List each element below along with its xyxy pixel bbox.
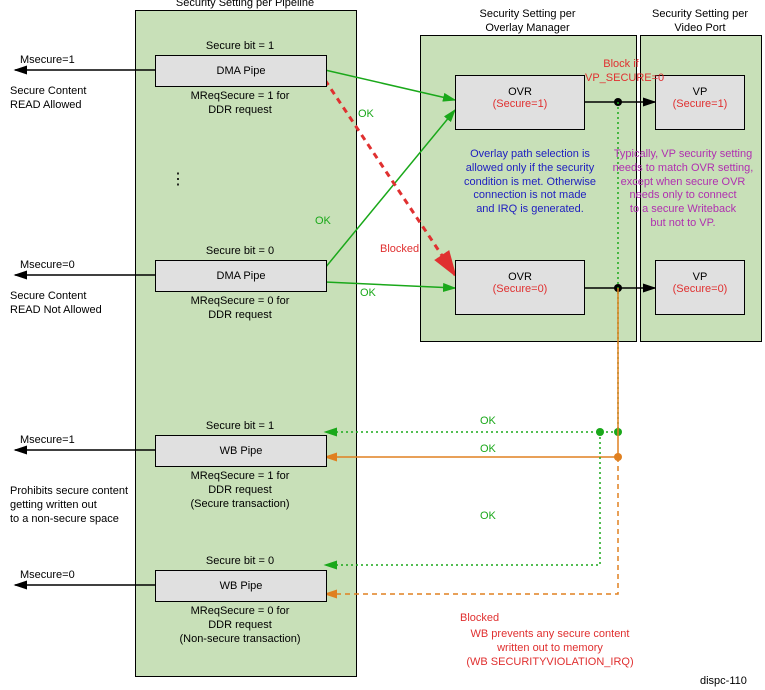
ovr-secure1: OVR (Secure=1) xyxy=(455,75,585,130)
wb-pipe-0-footer: MReqSecure = 0 for DDR request (Non-secu… xyxy=(155,605,325,646)
msecure0-dma: Msecure=0 xyxy=(20,259,75,273)
ok-wb-1: OK xyxy=(480,415,496,429)
overlay-note: Overlay path selection is allowed only i… xyxy=(435,148,625,217)
block-if-label: Block if VP_SECURE=0 xyxy=(585,58,657,86)
blocked-label-2: Blocked xyxy=(460,612,499,626)
region-videoport-title: Security Setting per Video Port xyxy=(620,8,765,36)
wb-pipe-1-footer: MReqSecure = 1 for DDR request (Secure t… xyxy=(155,470,325,511)
vp-note: Typically, VP security setting needs to … xyxy=(603,148,763,231)
vp-secure0-sub: (Secure=0) xyxy=(673,283,728,295)
dma-pipe-0-label: DMA Pipe xyxy=(217,270,266,282)
region-pipeline-title: Security Setting per Pipeline xyxy=(135,0,355,11)
vp-secure0-label: VP xyxy=(693,271,708,283)
ovr-secure1-label: OVR xyxy=(508,86,532,98)
msecure1-wb-note: Prohibits secure content getting written… xyxy=(10,485,128,526)
dma-pipe-1-header: Secure bit = 1 xyxy=(155,40,325,54)
msecure1-dma: Msecure=1 xyxy=(20,54,75,68)
ovr-secure0: OVR (Secure=0) xyxy=(455,260,585,315)
dma-pipe-0-header: Secure bit = 0 xyxy=(155,245,325,259)
vp-secure1-sub: (Secure=1) xyxy=(673,98,728,110)
wb-pipe-0: WB Pipe xyxy=(155,570,327,602)
dispc-id: dispc-110 xyxy=(700,675,747,689)
blocked-label-1: Blocked xyxy=(380,243,419,257)
dma-pipe-0-footer: MReqSecure = 0 for DDR request xyxy=(155,295,325,323)
ok-wb-2: OK xyxy=(480,443,496,457)
region-ovrmgr-title: Security Setting per Overlay Manager xyxy=(420,8,635,36)
wb-pipe-1: WB Pipe xyxy=(155,435,327,467)
ok-wb-3: OK xyxy=(480,510,496,524)
dma-pipe-0: DMA Pipe xyxy=(155,260,327,292)
vp-secure1-label: VP xyxy=(693,86,708,98)
wb-pipe-0-header: Secure bit = 0 xyxy=(155,555,325,569)
wb-pipe-0-label: WB Pipe xyxy=(220,580,263,592)
msecure1-wb: Msecure=1 xyxy=(20,434,75,448)
wb-pipe-1-label: WB Pipe xyxy=(220,445,263,457)
arrow-ovr0-wb0-blocked xyxy=(325,457,618,594)
vp-secure1: VP (Secure=1) xyxy=(655,75,745,130)
dma-pipe-1-footer: MReqSecure = 1 for DDR request xyxy=(155,90,325,118)
vp-secure0: VP (Secure=0) xyxy=(655,260,745,315)
ovr-secure0-label: OVR xyxy=(508,271,532,283)
msecure1-dma-note: Secure Content READ Allowed xyxy=(10,85,86,113)
ovr-secure1-sub: (Secure=1) xyxy=(493,98,548,110)
msecure0-dma-note: Secure Content READ Not Allowed xyxy=(10,290,102,318)
arrow-ovr1-wb0-ok xyxy=(325,432,600,565)
ovr-secure0-sub: (Secure=0) xyxy=(493,283,548,295)
dma-pipe-1-label: DMA Pipe xyxy=(217,65,266,77)
ok-label-2: OK xyxy=(315,215,331,229)
dma-pipe-1: DMA Pipe xyxy=(155,55,327,87)
wb-pipe-1-header: Secure bit = 1 xyxy=(155,420,325,434)
wb-violation-note: WB prevents any secure content written o… xyxy=(420,628,680,669)
ok-label-3: OK xyxy=(360,287,376,301)
ok-label-1: OK xyxy=(358,108,374,122)
ellipsis: ⋮ xyxy=(170,170,186,190)
msecure0-wb: Msecure=0 xyxy=(20,569,75,583)
